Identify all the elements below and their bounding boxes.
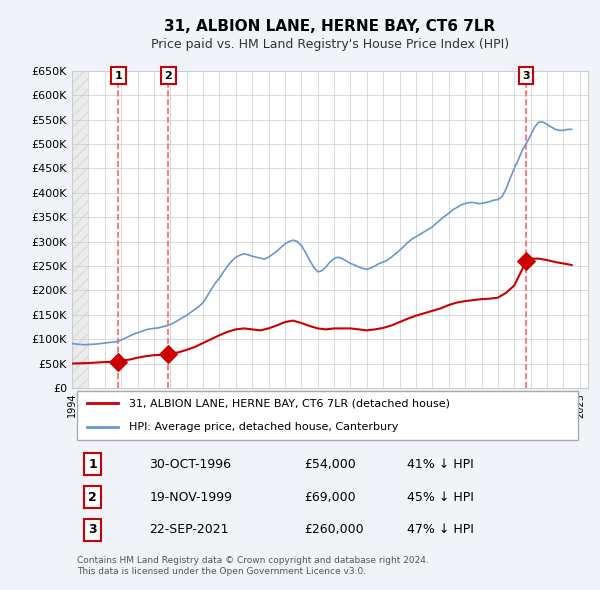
Text: 31, ALBION LANE, HERNE BAY, CT6 7LR (detached house): 31, ALBION LANE, HERNE BAY, CT6 7LR (det… [129,398,450,408]
Text: Price paid vs. HM Land Registry's House Price Index (HPI): Price paid vs. HM Land Registry's House … [151,38,509,51]
Point [521,256,531,266]
Text: 1: 1 [88,458,97,471]
Text: £54,000: £54,000 [304,458,356,471]
FancyBboxPatch shape [77,391,578,440]
Text: 1: 1 [115,71,122,81]
Text: 2: 2 [88,491,97,504]
Text: 3: 3 [88,523,97,536]
Text: 2: 2 [164,71,172,81]
Text: 41% ↓ HPI: 41% ↓ HPI [407,458,474,471]
Text: 22-SEP-2021: 22-SEP-2021 [149,523,229,536]
Text: 30-OCT-1996: 30-OCT-1996 [149,458,232,471]
Point [113,357,123,366]
Text: 19-NOV-1999: 19-NOV-1999 [149,491,232,504]
Text: Contains HM Land Registry data © Crown copyright and database right 2024.
This d: Contains HM Land Registry data © Crown c… [77,556,429,576]
Text: 31, ALBION LANE, HERNE BAY, CT6 7LR: 31, ALBION LANE, HERNE BAY, CT6 7LR [164,19,496,34]
Text: HPI: Average price, detached house, Canterbury: HPI: Average price, detached house, Cant… [129,422,398,432]
Text: 45% ↓ HPI: 45% ↓ HPI [407,491,474,504]
Text: £260,000: £260,000 [304,523,364,536]
Text: 3: 3 [523,71,530,81]
Text: 47% ↓ HPI: 47% ↓ HPI [407,523,474,536]
Point [164,349,173,359]
Bar [72,71,88,388]
Text: £69,000: £69,000 [304,491,356,504]
